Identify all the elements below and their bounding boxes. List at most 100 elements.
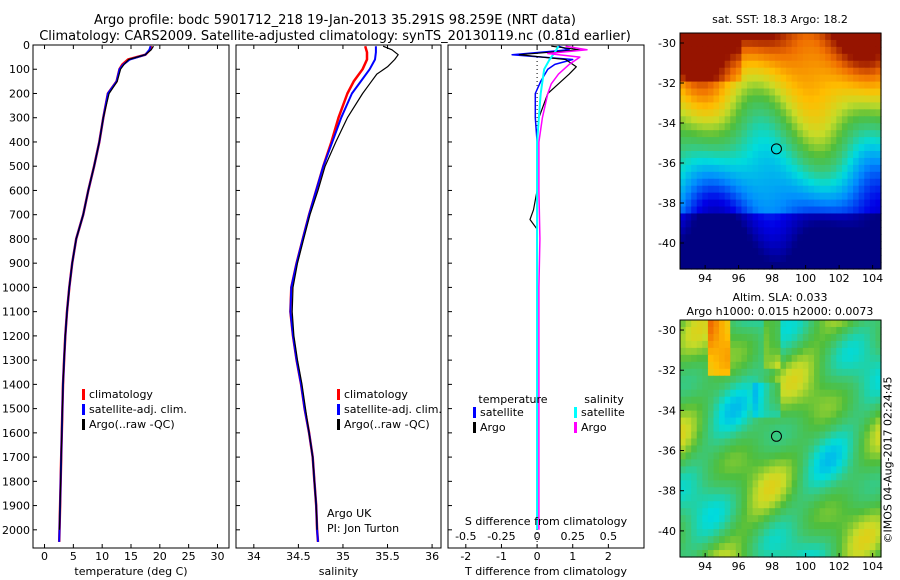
sst-map-cell bbox=[774, 144, 782, 152]
sla-map-cell bbox=[724, 473, 731, 481]
sst-map-cell bbox=[774, 46, 782, 55]
sst-map-cell bbox=[747, 151, 754, 159]
difference-xtick-label: 1 bbox=[569, 550, 576, 563]
sst-map-cell bbox=[836, 199, 843, 208]
sla-map-cell bbox=[802, 347, 810, 356]
temperature-xtick-label: 20 bbox=[153, 550, 167, 563]
sst-map-cell bbox=[719, 213, 726, 222]
sst-map-cell bbox=[752, 255, 759, 263]
sla-map-cell bbox=[786, 431, 793, 440]
sla-map-cell bbox=[808, 487, 815, 495]
sst-map-cell bbox=[752, 157, 759, 166]
sla-map-cell bbox=[814, 445, 821, 454]
sst-map-cell bbox=[819, 67, 826, 76]
sla-map-cell bbox=[724, 333, 731, 342]
sla-map-cell bbox=[680, 480, 687, 488]
sst-map-cell bbox=[691, 151, 698, 159]
sla-map-cell bbox=[774, 382, 782, 391]
sst-map-cell bbox=[752, 116, 759, 124]
sla-map-cell bbox=[836, 347, 843, 356]
sst-map-cell bbox=[758, 199, 765, 208]
sla-map-cell bbox=[791, 438, 798, 447]
sla-map-cell bbox=[724, 459, 731, 467]
sla-map-cell bbox=[758, 522, 765, 530]
sla-map-cell bbox=[808, 326, 815, 335]
sla-map-cell bbox=[808, 515, 815, 523]
sla-map-cell bbox=[730, 375, 737, 384]
sst-map-cell bbox=[786, 151, 793, 159]
temperature-ytick-label: 1600 bbox=[2, 427, 30, 440]
sla-map-cell bbox=[769, 347, 776, 356]
sla-map-cell bbox=[719, 487, 726, 495]
salinity-xtick-label: 35 bbox=[336, 550, 350, 563]
sst-map-ytick-label: -32 bbox=[658, 77, 676, 90]
sst-map-cell bbox=[702, 33, 709, 41]
sla-map-cell bbox=[853, 438, 860, 447]
sst-map-cell bbox=[758, 157, 765, 166]
sla-map-cell bbox=[680, 403, 687, 412]
sla-map-cell bbox=[836, 361, 843, 370]
sst-map-cell bbox=[707, 39, 715, 48]
sla-map-cell bbox=[741, 452, 748, 461]
sst-map-cell bbox=[774, 262, 782, 270]
sla-map-cell bbox=[696, 375, 703, 384]
sla-map-cell bbox=[707, 445, 715, 454]
sla-map-cell bbox=[741, 340, 748, 349]
sla-map-cell bbox=[791, 445, 798, 454]
sla-map-cell bbox=[763, 522, 770, 530]
sst-map-cell bbox=[758, 206, 765, 215]
sla-map-cell bbox=[791, 320, 798, 328]
sst-map-cell bbox=[853, 151, 860, 159]
sla-map-cell bbox=[825, 320, 832, 328]
sla-map-cell bbox=[847, 354, 854, 363]
sla-map-cell bbox=[763, 494, 770, 502]
sst-map-cell bbox=[747, 248, 754, 256]
sla-map-cell bbox=[730, 529, 737, 537]
sst-map-cell bbox=[808, 178, 815, 187]
sst-map-cell bbox=[858, 74, 865, 83]
sst-map-cell bbox=[825, 262, 832, 270]
sst-map-cell bbox=[774, 102, 782, 110]
sst-map-cell bbox=[691, 39, 698, 48]
sla-map-cell bbox=[707, 340, 715, 349]
sst-map-cell bbox=[758, 74, 765, 83]
sst-map-cell bbox=[780, 88, 787, 97]
sst-map-cell bbox=[808, 123, 815, 131]
sst-map-cell bbox=[853, 234, 860, 242]
sst-map-cell bbox=[763, 199, 770, 208]
sla-map-cell bbox=[724, 529, 731, 537]
sst-map-cell bbox=[819, 60, 826, 69]
temperature-ytick-label: 1200 bbox=[2, 330, 30, 343]
sst-map-cell bbox=[825, 88, 832, 97]
sst-map-cell bbox=[814, 185, 821, 194]
sla-map-cell bbox=[819, 403, 826, 412]
sst-map-cell bbox=[758, 46, 765, 55]
sst-map-cell bbox=[685, 95, 692, 104]
sla-map-cell bbox=[713, 494, 720, 502]
sst-map-cell bbox=[808, 39, 815, 48]
sst-map-cell bbox=[847, 248, 854, 256]
diff-legend-swatch bbox=[574, 407, 577, 418]
sla-map-cell bbox=[780, 459, 787, 467]
sla-map-cell bbox=[691, 473, 698, 481]
sla-map-cell bbox=[830, 515, 837, 523]
sla-map-cell bbox=[791, 361, 798, 370]
sla-map-cell bbox=[830, 487, 837, 495]
sla-map-cell bbox=[858, 403, 865, 412]
sla-map-cell bbox=[713, 375, 720, 384]
sst-map-cell bbox=[752, 164, 759, 173]
sst-map-cell bbox=[847, 33, 854, 41]
sst-map-cell bbox=[774, 74, 782, 83]
sst-map-cell bbox=[875, 130, 882, 138]
sla-map-cell bbox=[830, 508, 837, 516]
sla-map-cell bbox=[814, 354, 821, 363]
sla-map-cell bbox=[685, 466, 692, 474]
sla-map-cell bbox=[724, 536, 731, 544]
sst-map-cell bbox=[763, 60, 770, 69]
sst-map-cell bbox=[680, 234, 687, 242]
sst-map-cell bbox=[808, 130, 815, 138]
sla-map-cell bbox=[696, 522, 703, 530]
sst-map-cell bbox=[830, 46, 837, 55]
sla-map-cell bbox=[802, 515, 810, 523]
sla-map-cell bbox=[696, 361, 703, 370]
